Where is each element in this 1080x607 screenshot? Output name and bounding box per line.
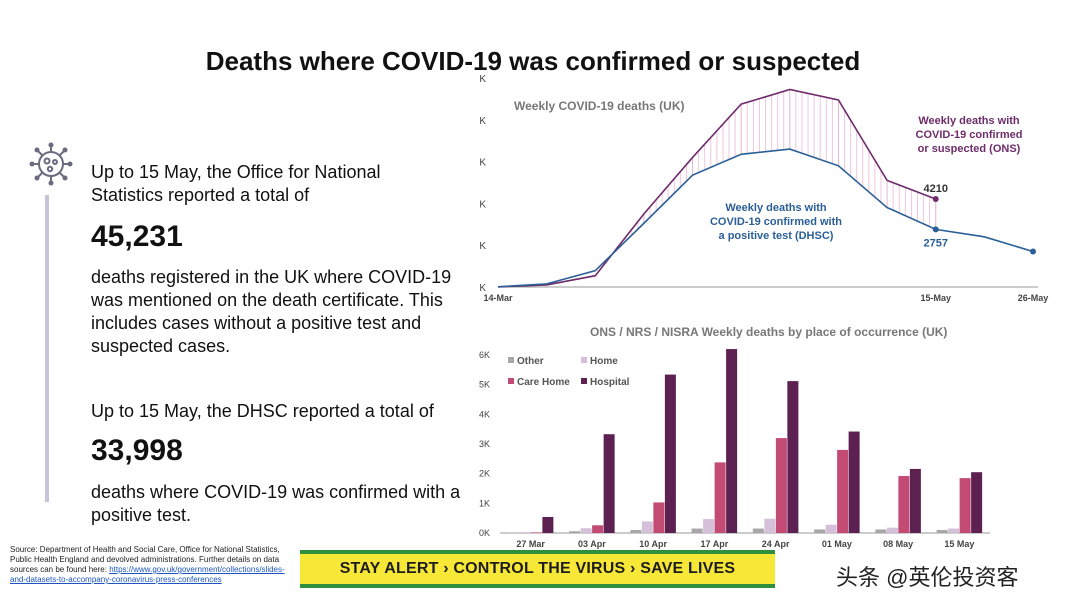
source-note: Source: Department of Health and Social … — [10, 545, 285, 585]
bar-y-tick: 3K — [479, 439, 490, 449]
dhsc-series-line — [497, 148, 1034, 288]
dhsc-mid-point — [932, 226, 939, 233]
legend-label: Hospital — [590, 377, 630, 388]
legend-swatch — [581, 357, 587, 363]
bar-hospital — [971, 472, 983, 533]
bar-hospital — [848, 431, 860, 533]
bar-care-home — [898, 476, 910, 533]
line-x-tick: 14-Mar — [483, 293, 513, 303]
line-y-tick: 0K — [480, 283, 486, 294]
dhsc-end-point — [1030, 248, 1036, 255]
bar-x-tick: 24 Apr — [762, 539, 790, 549]
bar-other — [875, 529, 887, 533]
ons-description: deaths registered in the UK where COVID-… — [91, 267, 452, 356]
legend-swatch — [508, 378, 514, 384]
bar-care-home — [653, 502, 665, 533]
bar-y-tick: 2K — [479, 469, 490, 479]
ons-series-line — [497, 88, 937, 288]
bar-hospital — [603, 434, 615, 533]
line-chart-title: Weekly COVID-19 deaths (UK) — [514, 99, 685, 113]
banner-text: STAY ALERT › CONTROL THE VIRUS › SAVE LI… — [339, 560, 736, 577]
line-x-tick: 15-May — [920, 293, 951, 303]
bar-home — [948, 528, 960, 533]
bar-home — [764, 518, 776, 533]
stay-alert-banner: STAY ALERT › CONTROL THE VIRUS › SAVE LI… — [300, 550, 775, 588]
legend-label: Other — [517, 356, 544, 367]
dhsc-intro: Up to 15 May, the DHSC reported a total … — [91, 401, 434, 421]
source-link[interactable]: https://www.gov.uk/government/collection… — [10, 565, 285, 584]
ons-series-label: COVID-19 confirmed — [916, 129, 1023, 141]
line-chart: Weekly COVID-19 deaths (UK) 0K 2K 4K 6K 8K 10… — [480, 74, 1049, 303]
bar-care-home — [714, 462, 726, 533]
dhsc-description: deaths where COVID-19 was confirmed with… — [91, 482, 461, 525]
bar-home — [519, 532, 531, 533]
bar-x-tick: 15 May — [944, 539, 974, 549]
bar-home — [825, 524, 837, 533]
bar-y-tick: 5K — [479, 380, 490, 390]
bar-y-tick: 0K — [479, 528, 490, 538]
legend-swatch — [581, 378, 587, 384]
dhsc-total: 33,998 — [91, 434, 183, 467]
line-y-tick: 2K — [480, 241, 486, 252]
ons-series-label: Weekly deaths with — [918, 115, 1020, 127]
bar-home — [703, 519, 715, 533]
bar-other — [936, 530, 948, 533]
bar-x-tick: 03 Apr — [578, 539, 606, 549]
bar-y-tick: 4K — [479, 409, 490, 419]
bar-hospital — [542, 516, 554, 533]
bar-hospital — [909, 468, 921, 533]
line-x-tick: 26-May — [1018, 293, 1049, 303]
bar-care-home — [592, 525, 604, 533]
bar-care-home — [530, 532, 542, 533]
bar-care-home — [837, 449, 849, 533]
bar-x-tick: 01 May — [822, 539, 852, 549]
ons-end-value: 4210 — [923, 183, 947, 195]
timeline-bar — [45, 195, 49, 502]
watermark: 头条 @英伦投资客 — [836, 565, 1019, 590]
bar-x-tick: 10 Apr — [639, 539, 667, 549]
dhsc-series-label: Weekly deaths with — [725, 202, 827, 214]
bar-other — [814, 529, 826, 533]
bar-care-home — [775, 438, 787, 533]
bar-hospital — [726, 349, 738, 533]
legend-label: Home — [590, 356, 618, 367]
bar-other — [691, 528, 703, 533]
bar-x-tick: 27 Mar — [516, 539, 545, 549]
bar-home — [580, 528, 592, 533]
ons-intro: Up to 15 May, the Office for National St… — [91, 162, 381, 205]
bar-other — [752, 528, 764, 533]
source-text: Source: Department of Health and Social … — [10, 545, 280, 574]
ons-total: 45,231 — [91, 220, 183, 253]
bar-home — [641, 521, 653, 533]
bar-home — [886, 527, 898, 533]
bar-care-home — [959, 478, 971, 533]
bar-y-tick: 1K — [479, 498, 490, 508]
bar-other — [569, 531, 581, 533]
bar-other — [630, 530, 642, 533]
bar-other — [507, 532, 519, 534]
ons-series-label: or suspected (ONS) — [918, 143, 1021, 155]
legend-label: Care Home — [517, 377, 570, 388]
bar-hospital — [664, 374, 676, 533]
bar-x-tick: 08 May — [883, 539, 913, 549]
dhsc-series-label: COVID-19 confirmed with — [710, 216, 842, 228]
dhsc-series-label: a positive test (DHSC) — [719, 230, 834, 242]
virus-icon — [29, 142, 73, 186]
line-y-tick: 6K — [480, 158, 486, 169]
bar-y-tick: 6K — [479, 350, 490, 360]
bar-hospital — [787, 381, 799, 533]
bar-chart: ONS / NRS / NISRA Weekly deaths by place… — [479, 325, 990, 549]
page-title: Deaths where COVID-19 was confirmed or s… — [205, 46, 861, 76]
line-y-tick: 10K — [480, 74, 486, 85]
line-y-tick: 4K — [480, 199, 486, 210]
line-y-tick: 8K — [480, 116, 486, 127]
ons-end-point — [932, 196, 939, 203]
legend-swatch — [508, 357, 514, 363]
bar-x-tick: 17 Apr — [701, 539, 729, 549]
bar-chart-title: ONS / NRS / NISRA Weekly deaths by place… — [590, 325, 947, 339]
dhsc-end-value: 2757 — [923, 237, 947, 249]
